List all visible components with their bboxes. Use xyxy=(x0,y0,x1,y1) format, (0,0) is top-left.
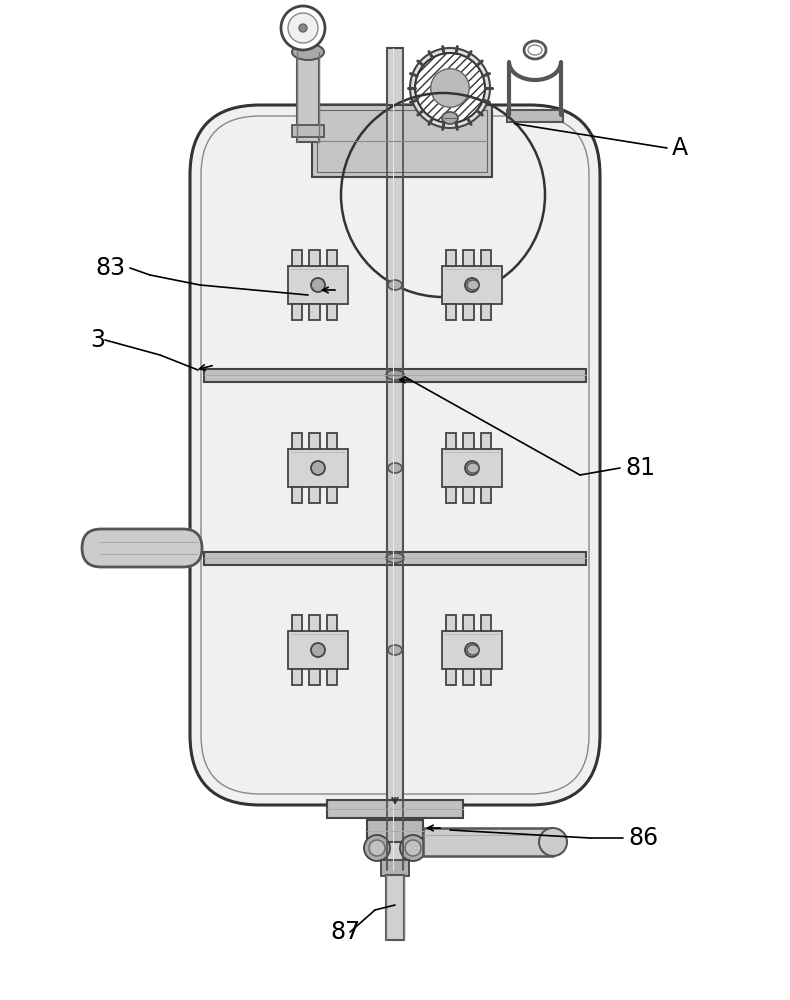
Ellipse shape xyxy=(465,278,479,292)
Bar xyxy=(310,250,319,266)
Ellipse shape xyxy=(431,69,469,107)
Bar xyxy=(317,110,487,172)
Bar xyxy=(446,250,457,266)
Text: 3: 3 xyxy=(90,328,105,352)
Bar xyxy=(464,669,473,685)
Bar xyxy=(310,669,319,685)
Bar xyxy=(292,433,303,449)
Bar xyxy=(297,52,319,142)
Ellipse shape xyxy=(467,280,479,290)
Circle shape xyxy=(410,48,490,128)
Bar xyxy=(204,552,586,565)
Bar xyxy=(446,615,457,631)
Ellipse shape xyxy=(386,370,404,380)
Bar xyxy=(446,669,457,685)
Bar xyxy=(310,433,319,449)
Text: 83: 83 xyxy=(95,256,125,280)
Bar xyxy=(480,669,491,685)
Bar xyxy=(292,669,303,685)
Ellipse shape xyxy=(311,643,325,657)
Bar xyxy=(204,369,586,382)
Bar xyxy=(292,615,303,631)
Bar xyxy=(480,615,491,631)
FancyBboxPatch shape xyxy=(82,529,202,567)
Bar xyxy=(326,304,337,320)
Ellipse shape xyxy=(388,645,402,655)
Bar xyxy=(480,487,491,503)
Ellipse shape xyxy=(364,835,390,861)
Circle shape xyxy=(415,53,485,123)
Bar xyxy=(464,304,473,320)
Bar xyxy=(480,304,491,320)
Bar xyxy=(446,487,457,503)
Ellipse shape xyxy=(465,461,479,475)
Bar xyxy=(442,266,502,304)
Bar xyxy=(446,433,457,449)
Bar xyxy=(480,250,491,266)
Bar xyxy=(310,304,319,320)
Bar xyxy=(292,125,324,137)
Bar xyxy=(288,266,348,304)
Bar xyxy=(387,48,403,870)
Bar xyxy=(326,615,337,631)
Bar xyxy=(464,250,473,266)
Ellipse shape xyxy=(369,840,385,856)
Bar xyxy=(326,250,337,266)
Bar xyxy=(442,449,502,487)
Text: 87: 87 xyxy=(330,920,360,944)
Bar xyxy=(312,105,492,177)
Bar xyxy=(327,800,463,818)
Bar xyxy=(292,487,303,503)
Bar xyxy=(288,449,348,487)
Bar xyxy=(367,820,423,842)
Bar xyxy=(386,875,404,940)
Ellipse shape xyxy=(311,278,325,292)
Bar xyxy=(310,487,319,503)
Ellipse shape xyxy=(442,112,458,124)
Bar xyxy=(464,487,473,503)
Ellipse shape xyxy=(281,6,325,50)
Bar xyxy=(310,615,319,631)
Ellipse shape xyxy=(400,835,426,861)
Bar xyxy=(292,304,303,320)
Bar xyxy=(381,860,409,876)
Ellipse shape xyxy=(467,463,479,473)
Ellipse shape xyxy=(524,41,546,59)
Bar xyxy=(480,433,491,449)
Bar xyxy=(464,433,473,449)
Ellipse shape xyxy=(311,461,325,475)
Ellipse shape xyxy=(539,828,567,856)
Ellipse shape xyxy=(386,553,404,563)
Text: 81: 81 xyxy=(625,456,655,480)
Ellipse shape xyxy=(405,840,421,856)
Ellipse shape xyxy=(288,13,318,43)
Ellipse shape xyxy=(388,463,402,473)
Bar xyxy=(326,669,337,685)
Bar xyxy=(292,250,303,266)
Ellipse shape xyxy=(388,280,402,290)
Bar xyxy=(446,304,457,320)
Ellipse shape xyxy=(465,643,479,657)
Bar xyxy=(442,631,502,669)
Bar xyxy=(423,828,553,856)
Bar xyxy=(326,487,337,503)
Bar xyxy=(288,631,348,669)
Bar xyxy=(326,433,337,449)
Text: A: A xyxy=(672,136,688,160)
Bar xyxy=(464,615,473,631)
Ellipse shape xyxy=(467,645,479,655)
Ellipse shape xyxy=(299,24,307,32)
Ellipse shape xyxy=(292,44,324,60)
Text: 86: 86 xyxy=(628,826,658,850)
FancyBboxPatch shape xyxy=(190,105,600,805)
Bar xyxy=(507,110,563,122)
